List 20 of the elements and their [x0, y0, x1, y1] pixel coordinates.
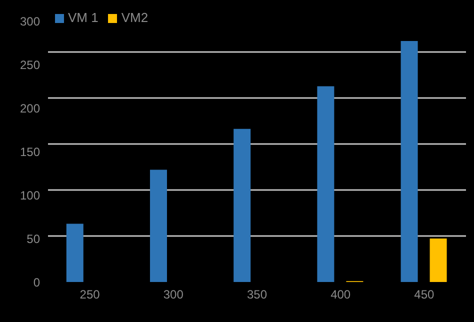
y-tick-label: 150 [20, 144, 40, 159]
x-tick-label: 450 [414, 288, 435, 302]
bar [150, 170, 167, 282]
y-tick-label: 100 [20, 188, 40, 202]
x-tick-label: 250 [80, 288, 100, 302]
x-tick-label: 350 [246, 288, 268, 302]
y-tick-label: 300 [20, 14, 40, 28]
bar [234, 128, 251, 282]
bar [317, 86, 334, 282]
legend-label: VM 1 [68, 10, 98, 25]
bar [66, 224, 84, 282]
x-tick-label: 400 [330, 288, 351, 302]
y-tick-label: 0 [33, 275, 40, 290]
legend-label: VM2 [121, 10, 148, 25]
bar [400, 41, 418, 282]
y-tick-label: 200 [20, 101, 40, 116]
x-tick-label: 300 [163, 288, 184, 302]
y-tick-label: 50 [26, 232, 40, 246]
y-tick-label: 250 [20, 58, 40, 72]
bar [430, 238, 447, 282]
